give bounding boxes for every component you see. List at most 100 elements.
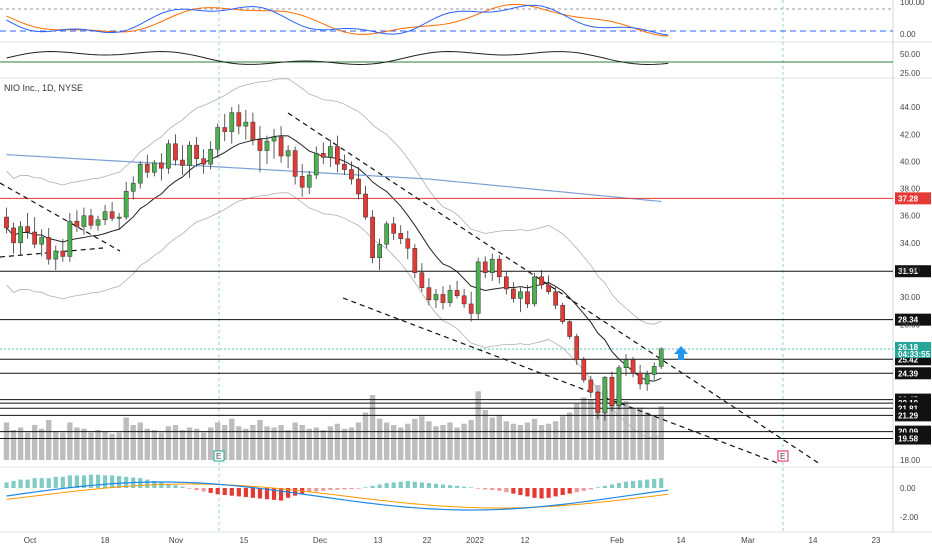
macd-histogram-bar xyxy=(377,484,382,488)
candle-body xyxy=(349,169,354,180)
indicator-tick: 25.00 xyxy=(900,69,921,78)
candle-body xyxy=(243,121,249,127)
candle-body xyxy=(236,112,242,127)
candle-body xyxy=(616,367,622,406)
volume-bar xyxy=(468,420,474,460)
level-label: 19.58 xyxy=(898,435,919,444)
level-label: 20.09 xyxy=(898,428,919,437)
macd-histogram-bar xyxy=(532,488,537,498)
macd-histogram-bar xyxy=(433,483,439,488)
candle-body xyxy=(222,127,228,132)
volume-bar xyxy=(3,422,10,460)
macd-histogram-bar xyxy=(405,481,410,488)
macd-histogram-bar xyxy=(342,488,347,490)
macd-histogram-bar xyxy=(201,488,206,492)
candle-body xyxy=(32,231,38,245)
level-label-bg xyxy=(895,192,931,205)
level-label: 31.91 xyxy=(898,267,919,276)
macd-histogram-bar xyxy=(60,476,65,488)
macd-histogram-bar xyxy=(630,481,636,488)
candle-body xyxy=(320,153,326,158)
macd-histogram-bar xyxy=(363,487,368,488)
volume-bar xyxy=(193,428,200,460)
macd-histogram-bar xyxy=(314,488,319,492)
candle-body xyxy=(525,291,530,305)
candle-body xyxy=(567,321,573,337)
macd-histogram-bar xyxy=(462,486,467,488)
candle-body xyxy=(109,211,115,219)
indicator-tick: 0.00 xyxy=(900,30,916,39)
volume-bar xyxy=(510,423,517,460)
indicator-tick: -2.00 xyxy=(900,513,919,522)
candle-body xyxy=(412,248,418,273)
macd-histogram-bar xyxy=(454,485,460,488)
macd-histogram-bar xyxy=(250,488,255,498)
candle-body xyxy=(11,227,16,244)
macd-histogram-bar xyxy=(504,488,509,493)
volume-bar xyxy=(320,430,326,460)
candle-body xyxy=(116,216,122,219)
price-axis[interactable]: 37.2831.9128.3425.4224.3922.4522.1921.81… xyxy=(895,0,931,522)
time-tick: 22 xyxy=(423,536,432,545)
macd-histogram-bar xyxy=(483,488,488,490)
price-tick: 32.00 xyxy=(900,266,921,275)
candle-body xyxy=(398,233,404,240)
candle-body xyxy=(292,150,298,177)
volume-bar xyxy=(538,425,545,460)
price-tick: 38.00 xyxy=(900,185,921,194)
volume-bar xyxy=(39,428,45,460)
candle-body xyxy=(74,220,80,227)
candle-body xyxy=(166,143,171,169)
rsi-panel[interactable] xyxy=(0,51,893,65)
volume-bar xyxy=(369,395,376,460)
volume-bar xyxy=(200,432,207,460)
candle-body xyxy=(88,215,94,226)
level-label: 21.29 xyxy=(898,411,919,420)
macd-histogram-bar xyxy=(4,482,9,488)
candle-body xyxy=(180,159,185,166)
macd-histogram-bar xyxy=(447,485,453,488)
moving-average-20 xyxy=(6,135,662,382)
volume-bar xyxy=(81,428,87,460)
candle-body xyxy=(130,182,136,192)
volume-bar xyxy=(236,426,242,460)
candle-body xyxy=(391,223,397,234)
volume-bar xyxy=(454,427,460,460)
trendline xyxy=(342,297,781,465)
level-label-bg xyxy=(895,313,931,326)
price-tick: 18.00 xyxy=(900,456,921,465)
event-earnings-marker xyxy=(213,450,225,462)
macd-panel[interactable] xyxy=(4,474,669,511)
price-tick: 36.00 xyxy=(900,212,921,221)
macd-histogram-bar xyxy=(595,487,600,488)
macd-histogram-bar xyxy=(574,488,579,493)
volume-bar xyxy=(426,421,432,460)
time-axis[interactable]: Oct 18 Nov 15 Dec 13 22 2022 12 Feb 14 Mar 14 23 xyxy=(24,536,881,545)
time-tick: 18 xyxy=(101,536,110,545)
macd-histogram-bar xyxy=(349,488,354,490)
macd-histogram-bar xyxy=(623,481,629,488)
time-tick: Nov xyxy=(169,536,183,545)
volume-bar xyxy=(67,422,73,460)
candle-body xyxy=(278,136,284,157)
candle-body xyxy=(489,258,495,273)
volume-bar xyxy=(552,421,559,460)
candle-body xyxy=(595,391,601,413)
macd-histogram-bar xyxy=(173,485,178,488)
candle-body xyxy=(560,305,566,322)
volume-bar xyxy=(278,425,284,460)
macd-histogram-bar xyxy=(469,487,474,488)
candle-body xyxy=(173,143,178,161)
macd-histogram-bar xyxy=(32,478,37,488)
candle-body xyxy=(377,243,382,259)
price-tick: 40.00 xyxy=(900,157,921,166)
stochastic-panel[interactable] xyxy=(0,3,893,37)
level-label-bg xyxy=(895,265,931,278)
macd-histogram-bar xyxy=(53,476,58,488)
candle-body xyxy=(208,148,214,165)
volume-bar xyxy=(496,415,502,460)
candle-body xyxy=(539,276,544,286)
volume-bar xyxy=(74,427,80,460)
